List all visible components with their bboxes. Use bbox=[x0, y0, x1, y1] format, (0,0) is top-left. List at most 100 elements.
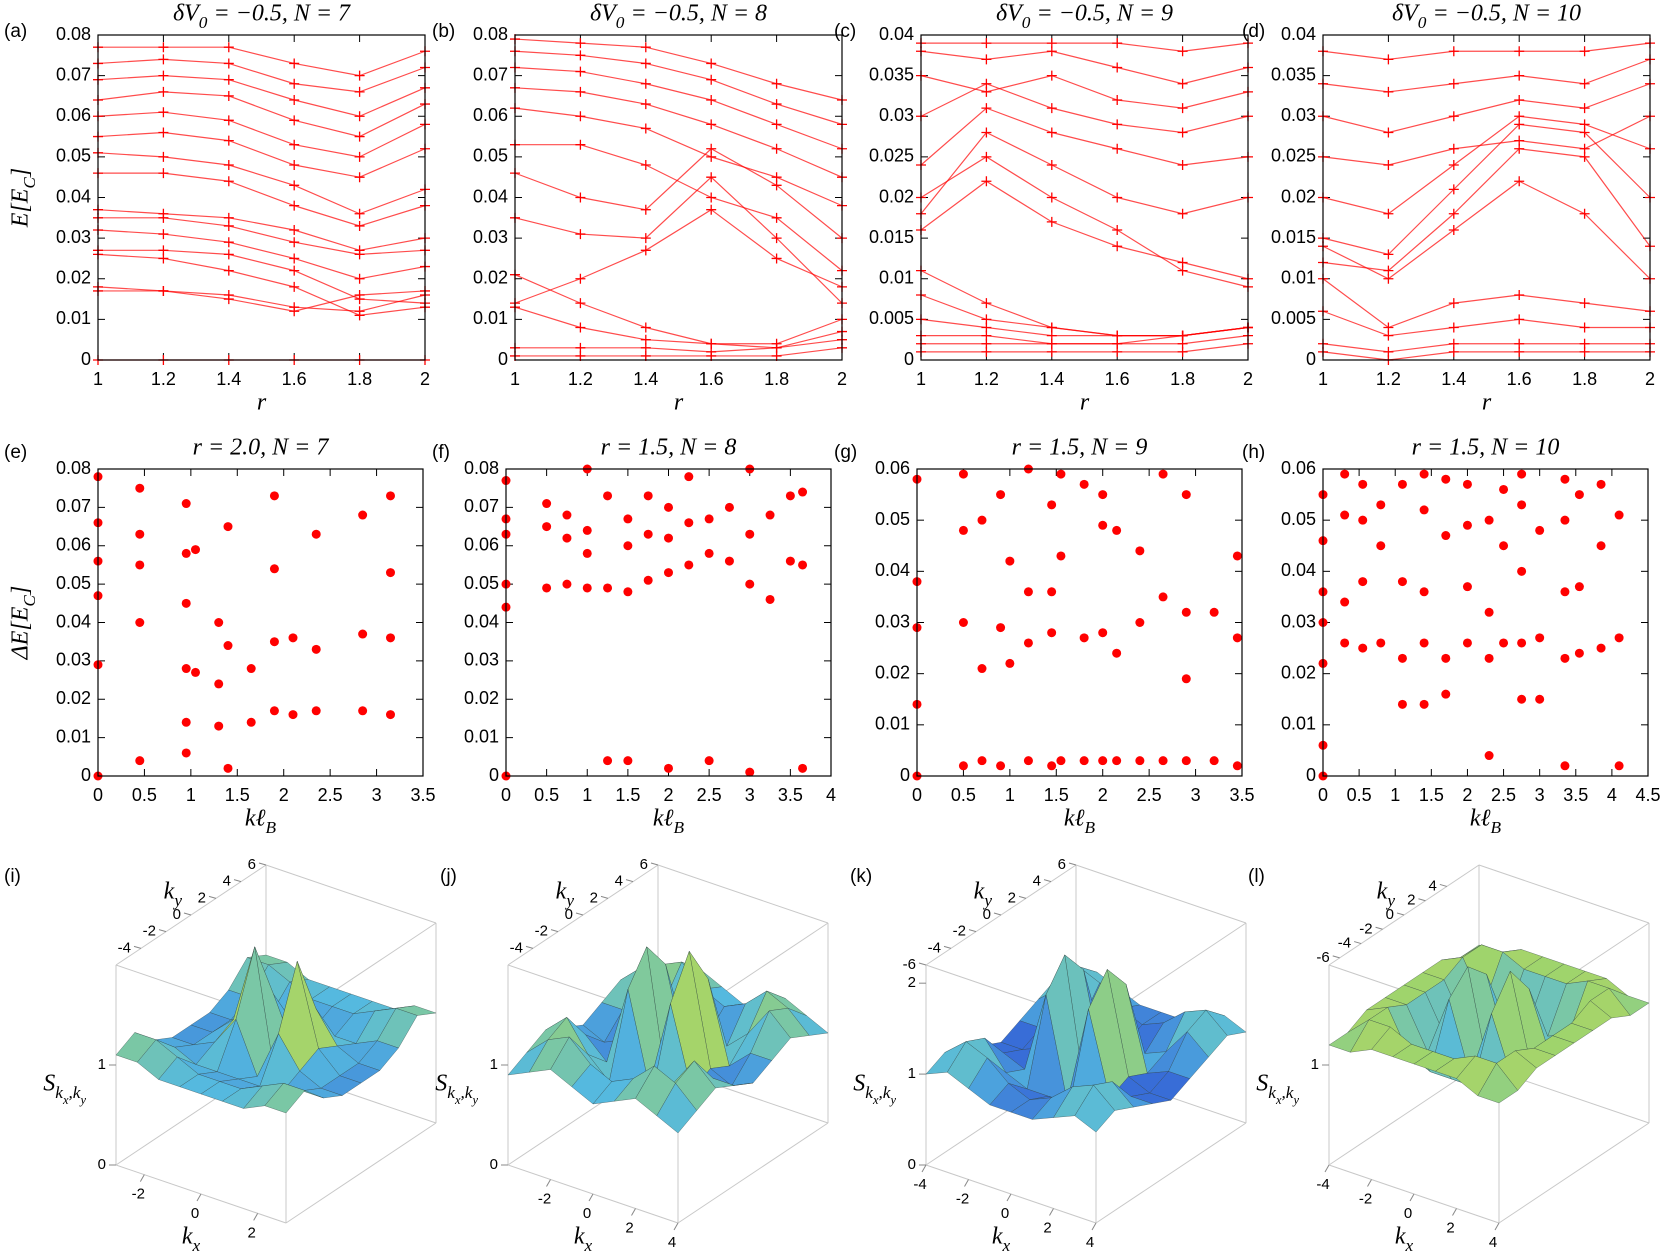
data-point bbox=[1098, 520, 1108, 530]
data-point bbox=[1209, 607, 1219, 617]
z-axis-label: Skx,ky bbox=[1256, 1071, 1299, 1108]
x-axis-label: kx bbox=[1395, 1224, 1414, 1256]
x-tick-label: 1.2 bbox=[974, 369, 999, 389]
data-point bbox=[1376, 541, 1386, 551]
x-tick-label: 3 bbox=[745, 785, 755, 805]
panel-title: δV0 = −0.5, N = 8 bbox=[590, 1, 767, 33]
y-tick-label: 0.04 bbox=[1281, 24, 1316, 44]
data-point bbox=[562, 533, 572, 543]
data-point bbox=[1112, 330, 1123, 341]
x-tick-label: 1.6 bbox=[282, 369, 307, 389]
data-point bbox=[1358, 479, 1368, 489]
data-point bbox=[289, 200, 300, 211]
data-point bbox=[981, 127, 992, 138]
data-point bbox=[1514, 338, 1525, 349]
band-line bbox=[920, 180, 1249, 280]
data-point bbox=[1340, 597, 1350, 607]
x-tick-label: 1 bbox=[1318, 369, 1328, 389]
data-point bbox=[1098, 628, 1108, 638]
y-tick-label: 2 bbox=[198, 889, 206, 906]
data-point bbox=[575, 298, 586, 309]
band-line bbox=[514, 107, 843, 207]
x-tick bbox=[673, 1222, 679, 1231]
band-line bbox=[921, 42, 1249, 52]
y-tick-label: 0.02 bbox=[1281, 662, 1316, 682]
data-point bbox=[1023, 756, 1033, 766]
plot-frame bbox=[1322, 34, 1651, 361]
data-point bbox=[1376, 500, 1386, 510]
x-tick bbox=[546, 1179, 551, 1187]
band-line bbox=[1322, 148, 1651, 272]
panel-title: r = 1.5, N = 8 bbox=[601, 435, 737, 461]
data-point bbox=[181, 548, 191, 558]
data-point bbox=[1579, 143, 1590, 154]
x-tick-label: -2 bbox=[132, 1186, 145, 1203]
y-tick-label: 0.04 bbox=[1281, 560, 1316, 580]
x-tick-label: 1.5 bbox=[225, 785, 250, 805]
y-tick-label: 0 bbox=[81, 765, 91, 785]
data-point bbox=[771, 78, 782, 89]
y-tick-label: 0.05 bbox=[875, 509, 910, 529]
x-tick-label: 1.8 bbox=[764, 369, 789, 389]
x-tick-label: 1 bbox=[510, 369, 520, 389]
panel-title: δV0 = −0.5, N = 9 bbox=[996, 1, 1173, 33]
data-point bbox=[1448, 78, 1459, 89]
x-tick-label: 2.5 bbox=[1137, 785, 1162, 805]
z-axis-label: Skx,ky bbox=[43, 1071, 86, 1108]
x-tick-label: 1.5 bbox=[1419, 785, 1444, 805]
data-point bbox=[1158, 592, 1168, 602]
data-point bbox=[977, 515, 987, 525]
y-tick-label: 2 bbox=[1407, 892, 1415, 909]
band-line bbox=[514, 274, 843, 349]
y-tick-label: 0 bbox=[81, 349, 91, 369]
data-point bbox=[289, 306, 300, 317]
x-tick-label: -2 bbox=[956, 1190, 969, 1207]
data-point bbox=[1517, 469, 1527, 479]
y-tick-label: 0.06 bbox=[473, 105, 508, 125]
plot-frame bbox=[920, 34, 1249, 361]
data-point bbox=[311, 706, 321, 716]
data-point bbox=[771, 172, 782, 183]
data-point bbox=[664, 502, 673, 512]
data-point bbox=[1514, 290, 1525, 300]
z-tick-label: 0 bbox=[490, 1156, 498, 1173]
data-point bbox=[981, 38, 992, 49]
y-tick bbox=[158, 929, 167, 933]
data-point bbox=[1448, 143, 1459, 154]
data-point bbox=[996, 623, 1006, 633]
y-tick-label: 4 bbox=[223, 873, 231, 890]
data-point bbox=[706, 58, 717, 69]
band-line bbox=[97, 131, 426, 178]
data-point bbox=[223, 160, 234, 170]
data-point bbox=[1484, 751, 1494, 761]
x-tick-label: 3 bbox=[1535, 785, 1545, 805]
x-tick bbox=[1006, 1193, 1012, 1202]
data-point bbox=[289, 160, 300, 170]
data-point bbox=[1574, 490, 1584, 500]
box-edge bbox=[1075, 864, 1247, 924]
x-tick bbox=[1409, 1193, 1415, 1202]
y-tick-label: 0.035 bbox=[869, 64, 914, 84]
y-tick-label: 0 bbox=[565, 906, 573, 923]
panel-label: (d) bbox=[1242, 21, 1265, 42]
y-tick-label: 0.02 bbox=[1281, 186, 1316, 206]
data-point bbox=[1517, 566, 1527, 576]
panel-label: (b) bbox=[432, 21, 455, 42]
data-point bbox=[354, 273, 365, 284]
x-tick-label: 1 bbox=[916, 369, 926, 389]
y-tick-label: 0.03 bbox=[875, 611, 910, 631]
y-tick-label: 0 bbox=[904, 349, 914, 369]
y-tick-label: 0.03 bbox=[1281, 105, 1316, 125]
band-line bbox=[97, 229, 426, 280]
y-tick bbox=[233, 879, 242, 883]
data-point bbox=[1448, 208, 1459, 219]
data-point bbox=[1383, 265, 1394, 276]
x-tick-label: 1 bbox=[93, 369, 103, 389]
data-point bbox=[158, 127, 169, 138]
data-point bbox=[575, 322, 586, 333]
data-point bbox=[1499, 484, 1509, 494]
x-tick-label: 1 bbox=[1005, 785, 1015, 805]
x-tick bbox=[964, 1179, 969, 1187]
data-point bbox=[1448, 46, 1459, 57]
data-point bbox=[981, 298, 992, 309]
